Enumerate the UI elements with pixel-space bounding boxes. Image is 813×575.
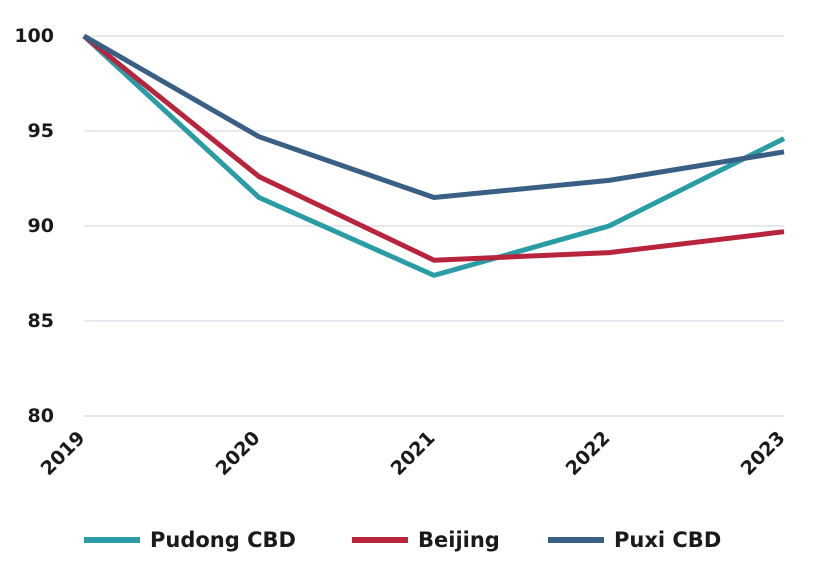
x-tick-label: 2020 <box>212 427 265 480</box>
series-line-pudong-cbd <box>82 34 786 278</box>
legend-swatch-puxi-cbd <box>548 537 604 543</box>
y-tick-label: 95 <box>28 120 54 142</box>
y-tick-label: 90 <box>28 215 54 237</box>
legend-swatch-beijing <box>352 537 408 543</box>
x-tick-label: 2019 <box>37 427 90 480</box>
x-tick-label: 2023 <box>737 427 790 480</box>
legend-swatch-pudong-cbd <box>84 537 140 543</box>
gridlines <box>84 35 784 417</box>
legend-label: Puxi CBD <box>614 528 722 552</box>
x-axis-ticks: 2019 2020 2021 2022 2023 <box>37 427 790 480</box>
y-axis-ticks: 80 85 90 95 100 <box>14 25 54 427</box>
x-tick-label: 2022 <box>562 427 615 480</box>
y-tick-label: 85 <box>28 310 54 332</box>
series-line-puxi-cbd <box>82 33 785 200</box>
legend: Pudong CBD Beijing Puxi CBD <box>0 520 813 560</box>
y-tick-label: 100 <box>14 25 54 47</box>
legend-item-beijing: Beijing <box>352 520 500 560</box>
legend-label: Pudong CBD <box>150 528 296 552</box>
series-lines <box>82 33 786 278</box>
series-line-beijing <box>82 34 785 263</box>
x-tick-label: 2021 <box>387 427 440 480</box>
legend-item-puxi-cbd: Puxi CBD <box>548 520 721 560</box>
legend-label: Beijing <box>418 528 500 552</box>
legend-item-pudong-cbd: Pudong CBD <box>84 520 296 560</box>
line-chart: 80 85 90 95 100 2019 2020 2021 2022 2023 <box>14 25 790 480</box>
y-tick-label: 80 <box>28 405 54 427</box>
